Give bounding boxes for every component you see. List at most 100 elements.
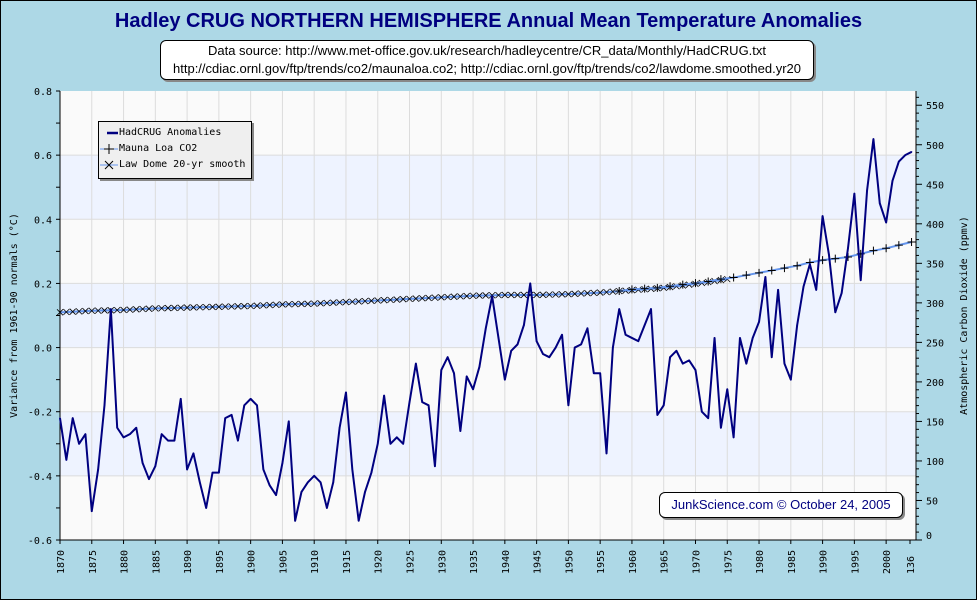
y-tick-label: -0.4 [28, 472, 52, 483]
hadcrug-point [853, 192, 856, 195]
y-tick-label: 0.2 [34, 279, 52, 290]
law-dome-marker [418, 294, 426, 302]
y-tick-label: 0.4 [34, 215, 52, 226]
law-dome-marker [596, 289, 604, 296]
y2-tick-label: 150 [926, 417, 944, 428]
mauna-loa-marker [704, 277, 713, 286]
law-dome-marker [584, 289, 591, 297]
law-dome-marker [101, 307, 108, 314]
hadcrug-point [866, 189, 868, 192]
hadcrug-point [643, 324, 646, 326]
hadcrug-point [326, 507, 328, 509]
hadcrug-point [821, 215, 824, 217]
hadcrug-point [294, 519, 296, 522]
hadcrug-point [59, 417, 61, 419]
hadcrug-point [345, 391, 347, 394]
hadcrug-point [364, 491, 366, 493]
hadcrug-point [599, 372, 601, 375]
hadcrug-point [408, 401, 411, 403]
law-dome-marker [113, 306, 121, 314]
hadcrug-point [713, 337, 716, 339]
hadcrug-point [656, 414, 659, 416]
hadcrug-point [402, 442, 404, 445]
hadcrug-point [192, 452, 195, 455]
x-tick-label: 1990 [819, 550, 830, 574]
law-dome-marker [304, 300, 312, 308]
hadcrug-point [529, 282, 532, 285]
mauna-loa-marker [653, 283, 662, 292]
hadcrug-point [218, 471, 220, 474]
y2-tick-label: 500 [926, 141, 944, 152]
hadcrug-point [446, 356, 449, 358]
y2-tick-label: 550 [926, 101, 944, 112]
x-tick-label: 1935 [469, 550, 480, 574]
law-dome-marker [425, 294, 432, 302]
hadcrug-point [618, 308, 621, 310]
hadcrug-point [230, 414, 233, 416]
law-dome-marker [158, 304, 165, 312]
hadcrug-point [580, 343, 582, 346]
legend-swatch-hadcrug [107, 131, 118, 135]
hadcrug-point [745, 362, 748, 365]
x-tick-label: 1910 [310, 550, 321, 574]
law-dome-marker [202, 303, 210, 311]
legend-label: Mauna Loa CO2 [119, 143, 198, 154]
law-dome-marker [164, 304, 172, 312]
hadcrug-point [268, 484, 271, 487]
hadcrug-point [148, 478, 150, 480]
law-dome-marker [228, 303, 235, 310]
legend-label: HadCRUG Anomalies [119, 127, 222, 138]
hadcrug-point [281, 462, 284, 464]
hadcrug-point [770, 356, 773, 358]
hadcrug-point [751, 337, 754, 339]
y2-tick-label: 350 [926, 259, 944, 270]
law-dome-marker [380, 296, 388, 304]
law-dome-marker [546, 291, 553, 298]
hadcrug-point [669, 356, 671, 358]
x-tick-label: 1870 [56, 550, 67, 574]
hadcrug-point [84, 433, 87, 435]
mauna-loa-marker [666, 282, 675, 291]
hadcrug-point [434, 465, 436, 468]
hadcrug-point [904, 154, 906, 156]
law-dome-marker [349, 298, 356, 306]
hadcrug-point [459, 430, 462, 432]
mauna-loa-marker [818, 256, 827, 265]
law-dome-marker [482, 292, 490, 299]
hadcrug-point [783, 362, 786, 365]
law-dome-marker [152, 305, 159, 312]
mauna-loa-marker [869, 246, 878, 255]
y2-tick-label: 200 [926, 378, 944, 389]
source-line-2: http://cdiac.ornl.gov/ftp/trends/co2/mau… [173, 61, 801, 76]
hadcrug-point [516, 343, 519, 346]
y2-tick-label: 250 [926, 338, 944, 349]
y2-axis-title: Atmospheric Carbon Dioxide (ppmv) [959, 216, 970, 415]
x-tick-label: 1985 [787, 550, 798, 574]
y-tick-label: 0.6 [34, 151, 52, 162]
law-dome-marker [215, 303, 223, 311]
hadcrug-point [561, 333, 563, 336]
law-dome-marker [399, 295, 407, 303]
mauna-loa-marker [831, 254, 840, 263]
law-dome-marker [412, 295, 420, 302]
hadcrug-point [891, 180, 894, 182]
hadcrug-point [319, 481, 322, 484]
law-dome-marker [317, 300, 324, 307]
law-dome-marker [507, 291, 515, 299]
hadcrug-point [726, 388, 729, 391]
law-dome-marker [355, 298, 362, 305]
hadcrug-point [497, 337, 500, 339]
hadcrug-point [567, 404, 570, 407]
law-dome-marker [310, 300, 318, 307]
hadcrug-point [103, 404, 106, 407]
hadcrug-point [898, 160, 900, 163]
hadcrug-point [834, 311, 837, 314]
x-tick-label: 1960 [628, 550, 639, 574]
law-dome-marker [457, 293, 464, 300]
hadcrug-point [116, 426, 118, 429]
hadcrug-point [631, 337, 633, 339]
hadcrug-point [110, 308, 112, 310]
hadcrug-point [828, 253, 830, 256]
hadcrug-point [135, 426, 138, 429]
hadcrug-point [357, 519, 360, 522]
